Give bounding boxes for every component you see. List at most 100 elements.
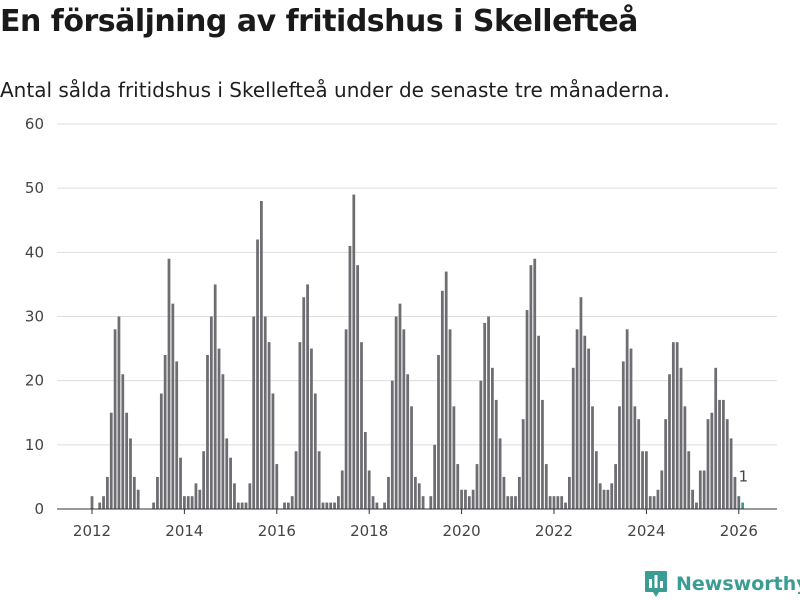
bar <box>171 303 175 509</box>
bar <box>695 502 698 509</box>
bar <box>502 476 506 509</box>
bar <box>352 194 356 509</box>
bar <box>159 393 163 509</box>
bar <box>202 451 206 509</box>
bar <box>321 502 325 509</box>
bar <box>356 265 360 509</box>
bar <box>298 342 302 509</box>
bar <box>618 406 621 509</box>
bar <box>433 444 437 509</box>
bar <box>448 329 452 509</box>
bar <box>583 335 587 509</box>
bar <box>633 406 637 509</box>
bar <box>429 496 433 509</box>
bar <box>394 316 398 509</box>
bar <box>360 342 363 509</box>
bar <box>217 348 221 509</box>
bar <box>475 464 479 509</box>
bar <box>641 451 644 509</box>
bar <box>506 496 510 509</box>
bar <box>498 438 502 509</box>
bar <box>275 464 279 509</box>
x-tick-label: 2022 <box>535 522 573 540</box>
bar <box>494 399 498 509</box>
bar <box>467 496 471 509</box>
bar <box>517 476 521 509</box>
bar <box>587 348 591 509</box>
bar <box>221 374 225 509</box>
bar <box>271 393 275 509</box>
bar <box>283 502 286 509</box>
bar <box>491 367 494 509</box>
y-tick-label: 40 <box>25 243 44 261</box>
bar <box>602 489 606 509</box>
bar <box>344 329 348 509</box>
y-tick-label: 60 <box>25 115 44 133</box>
bar <box>471 489 475 509</box>
x-tick-label: 2020 <box>443 522 481 540</box>
bar <box>737 496 741 509</box>
last-value-label: 1 <box>739 468 749 486</box>
bar <box>294 451 298 509</box>
newsworthy-logo-icon <box>645 571 667 597</box>
bar <box>240 502 244 509</box>
bar <box>710 412 714 509</box>
bar <box>175 361 179 509</box>
bars <box>90 194 745 510</box>
bar <box>132 476 136 509</box>
newsworthy-logo[interactable]: Newsworthy <box>644 569 800 599</box>
y-tick-label: 50 <box>25 179 44 197</box>
bar <box>236 502 240 509</box>
bar <box>521 419 525 509</box>
x-tick-label: 2024 <box>627 522 665 540</box>
chart-subtitle: Antal sålda fritidshus i Skellefteå unde… <box>0 78 671 102</box>
bar <box>410 406 413 509</box>
bar <box>229 457 232 509</box>
y-tick-label: 20 <box>25 372 44 390</box>
bar <box>614 464 617 509</box>
x-tick-label: 2014 <box>165 522 203 540</box>
x-tick-label: 2012 <box>73 522 111 540</box>
bar <box>541 399 544 509</box>
bar <box>483 322 487 509</box>
brand-name: Newsworthy <box>676 573 800 595</box>
bar <box>363 432 367 509</box>
bar <box>594 451 598 509</box>
bar <box>194 483 198 509</box>
bar <box>390 380 394 509</box>
bar <box>479 380 483 509</box>
bar <box>156 476 159 509</box>
bar <box>117 316 121 509</box>
x-tick-label: 2016 <box>258 522 296 540</box>
bar <box>452 406 456 509</box>
bar <box>213 284 217 509</box>
bar <box>121 374 125 509</box>
bar <box>725 419 729 509</box>
bar <box>402 329 406 509</box>
bar <box>668 374 671 509</box>
x-tick-label: 2026 <box>720 522 758 540</box>
bar <box>706 419 710 509</box>
bar <box>621 361 625 509</box>
bar <box>290 496 294 509</box>
bar <box>637 419 641 509</box>
bar <box>437 355 440 509</box>
y-tick-label: 0 <box>34 500 44 518</box>
bar <box>729 438 733 509</box>
bar <box>687 451 691 509</box>
bar <box>733 476 737 509</box>
bar <box>252 316 256 509</box>
bar-latest <box>741 502 745 509</box>
bar <box>244 502 248 509</box>
bar <box>371 496 375 509</box>
bar <box>552 496 556 509</box>
bar <box>648 496 652 509</box>
bar <box>414 476 417 509</box>
bar <box>317 451 321 509</box>
bar <box>163 355 167 509</box>
bar <box>718 399 721 509</box>
bar <box>417 483 421 509</box>
bar <box>629 348 633 509</box>
bar <box>310 348 313 509</box>
